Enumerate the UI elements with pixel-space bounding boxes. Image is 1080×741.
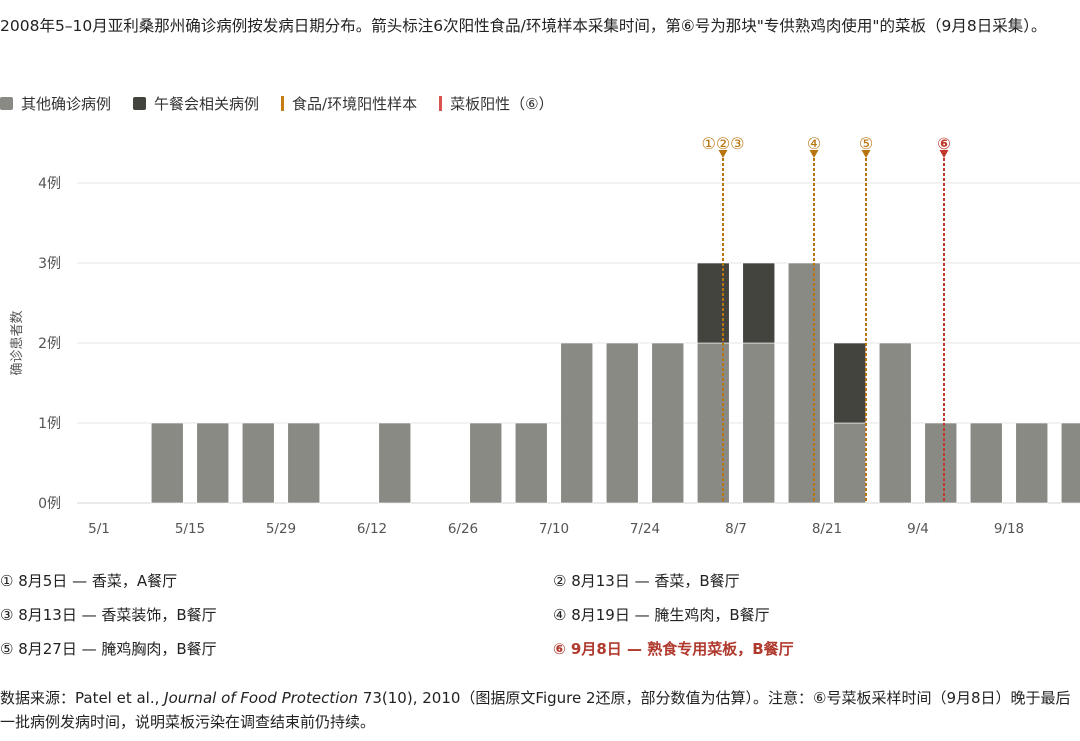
bar-other-6/12: [378, 422, 412, 504]
x-tick-label-6-26: 6/26: [448, 521, 478, 537]
note-2: ② 8月13日 — 香菜，B餐厅: [553, 572, 740, 590]
legend-item-sample: 食品/环境阳性样本: [281, 93, 417, 114]
source-prefix: 数据来源：Patel et al.,: [0, 689, 165, 707]
marker-label-1: ①②③: [701, 134, 744, 153]
legend-line-sample: [281, 95, 285, 111]
bar-other-9/4: [924, 422, 958, 504]
x-tick-label-9-18: 9/18: [994, 521, 1024, 537]
legend-label-lunch: 午餐会相关病例: [154, 94, 260, 113]
bar-other-9/25: [1060, 422, 1080, 504]
bar-other-5/22: [241, 422, 275, 504]
bar-other-5/15: [196, 422, 230, 504]
bar-other-7/31: [696, 342, 730, 504]
marker-label-3: ⑤: [859, 134, 873, 153]
note-6: ⑥ 9月8日 — 熟食专用菜板，B餐厅: [553, 640, 794, 658]
note-5: ⑤ 8月27日 — 腌鸡胸肉，B餐厅: [0, 640, 217, 658]
x-tick-label-8-21: 8/21: [812, 521, 842, 537]
x-tick-label-9-4: 9/4: [907, 521, 929, 537]
legend-label-other: 其他确诊病例: [21, 94, 112, 113]
marker-arrow-4: [939, 150, 949, 158]
note-1: ① 8月5日 — 香菜，A餐厅: [0, 572, 178, 590]
x-tick-label-7-10: 7/10: [539, 521, 569, 537]
bar-lunch-8/7: [742, 262, 776, 344]
y-tick-label-4: 4例: [38, 176, 61, 192]
bar-other-8/7: [742, 342, 776, 504]
source-note: 数据来源：Patel et al., Journal of Food Prote…: [0, 686, 1080, 734]
chart-title: 2008年5–10月亚利桑那州确诊病例按发病日期分布。箭头标注6次阳性食品/环境…: [0, 17, 1047, 35]
bar-other-6/26: [469, 422, 503, 504]
marker-arrow-3: [861, 150, 871, 158]
bar-other-7/24: [651, 342, 685, 504]
bar-other-9/18: [1015, 422, 1049, 504]
bar-other-8/21: [833, 422, 867, 504]
legend-line-board: [439, 95, 443, 111]
bar-other-9/11: [969, 422, 1003, 504]
bar-other-5/8: [150, 422, 184, 504]
x-tick-label-7-24: 7/24: [630, 521, 660, 537]
bar-other-7/3: [514, 422, 548, 504]
source-suffix: 73(10), 2010（图据原文Figure 2还原，部分数值为估算）。注意：…: [0, 689, 1071, 731]
legend-swatch-lunch: [133, 96, 147, 110]
legend: 其他确诊病例 午餐会相关病例 食品/环境阳性样本 菜板阳性（⑥）: [0, 92, 576, 114]
legend-swatch-other: [0, 96, 13, 110]
x-tick-label-8-7: 8/7: [725, 521, 747, 537]
legend-item-lunch: 午餐会相关病例: [133, 93, 259, 114]
legend-label-sample: 食品/环境阳性样本: [292, 94, 418, 113]
bar-other-8/14: [787, 262, 821, 504]
legend-label-board: 菜板阳性（⑥）: [450, 94, 554, 113]
x-tick-label-5-29: 5/29: [266, 521, 296, 537]
source-journal: Journal of Food Protection: [164, 689, 359, 707]
bar-other-5/29: [287, 422, 321, 504]
marker-arrow-1: [718, 150, 728, 158]
legend-item-board: 菜板阳性（⑥）: [439, 93, 554, 114]
bar-lunch-8/21: [833, 342, 867, 424]
y-tick-label-3: 3例: [38, 256, 61, 272]
marker-arrow-2: [809, 150, 819, 158]
x-tick-label-6-12: 6/12: [357, 521, 387, 537]
bar-other-7/17: [605, 342, 639, 504]
marker-label-2: ④: [807, 134, 821, 153]
y-tick-label-1: 1例: [38, 416, 61, 432]
y-tick-label-2: 2例: [38, 336, 61, 352]
bar-other-8/28: [878, 342, 912, 504]
x-tick-label-5-1: 5/1: [88, 521, 110, 537]
bar-other-7/10: [560, 342, 594, 504]
y-tick-label-0: 0例: [38, 496, 61, 512]
marker-label-4: ⑥: [937, 134, 951, 153]
legend-item-other: 其他确诊病例: [0, 93, 111, 114]
note-4: ④ 8月19日 — 腌生鸡肉，B餐厅: [553, 606, 770, 624]
y-axis-title: 确诊患者数: [10, 310, 25, 375]
bar-lunch-7/31: [696, 262, 730, 344]
x-tick-label-5-15: 5/15: [175, 521, 205, 537]
note-3: ③ 8月13日 — 香菜装饰，B餐厅: [0, 606, 217, 624]
